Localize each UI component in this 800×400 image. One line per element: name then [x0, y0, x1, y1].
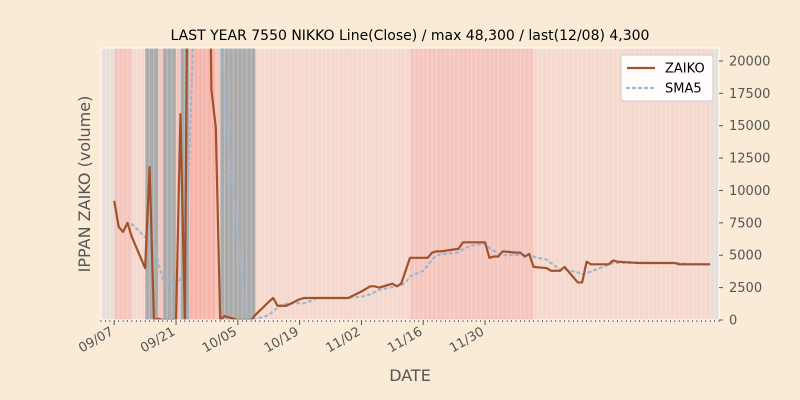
y-tick-label: 2500 [729, 281, 762, 296]
series-layer [113, 48, 712, 320]
shaded-band [131, 48, 146, 320]
shaded-band [145, 48, 159, 320]
y-tick-label: 0 [729, 314, 737, 329]
shaded-band [101, 48, 115, 320]
x-tick-label: 11/02 [323, 324, 363, 356]
shaded-band [114, 48, 132, 320]
shaded-band [162, 48, 177, 320]
y-tick-label: 7500 [729, 216, 762, 231]
legend-label-sma5: SMA5 [665, 82, 702, 97]
shaded-band [158, 48, 163, 320]
y-tick-label: 15000 [729, 119, 770, 134]
series-line-zaiko [113, 48, 711, 320]
legend-label-zaiko: ZAIKO [665, 62, 705, 77]
x-tick-label: 10/05 [200, 324, 240, 356]
x-axis-label: DATE [389, 366, 431, 385]
series-line-sma5 [130, 48, 712, 320]
y-tick-label: 10000 [729, 184, 770, 199]
y-tick-label: 12500 [729, 152, 770, 167]
shaded-band [220, 48, 256, 320]
y-axis-label: IPPAN ZAIKO (volume) [75, 96, 94, 273]
x-tick-label: 11/16 [385, 324, 425, 356]
y-tick-label: 5000 [729, 249, 762, 264]
legend-box [620, 54, 714, 102]
shaded-band [255, 48, 410, 320]
y-tick-label: 20000 [729, 54, 770, 69]
shaded-band [410, 48, 534, 320]
shaded-band [710, 48, 719, 320]
chart-title: LAST YEAR 7550 NIKKO Line(Close) / max 4… [171, 28, 650, 44]
x-tick-label: 11/30 [447, 324, 487, 356]
x-tick-label: 09/21 [138, 324, 178, 356]
legend: ZAIKO SMA5 [620, 54, 714, 102]
shaded-bands [101, 48, 719, 320]
x-tick-label: 10/19 [262, 324, 302, 356]
y-tick-label: 17500 [729, 87, 770, 102]
x-tick-label: 09/07 [76, 324, 116, 356]
